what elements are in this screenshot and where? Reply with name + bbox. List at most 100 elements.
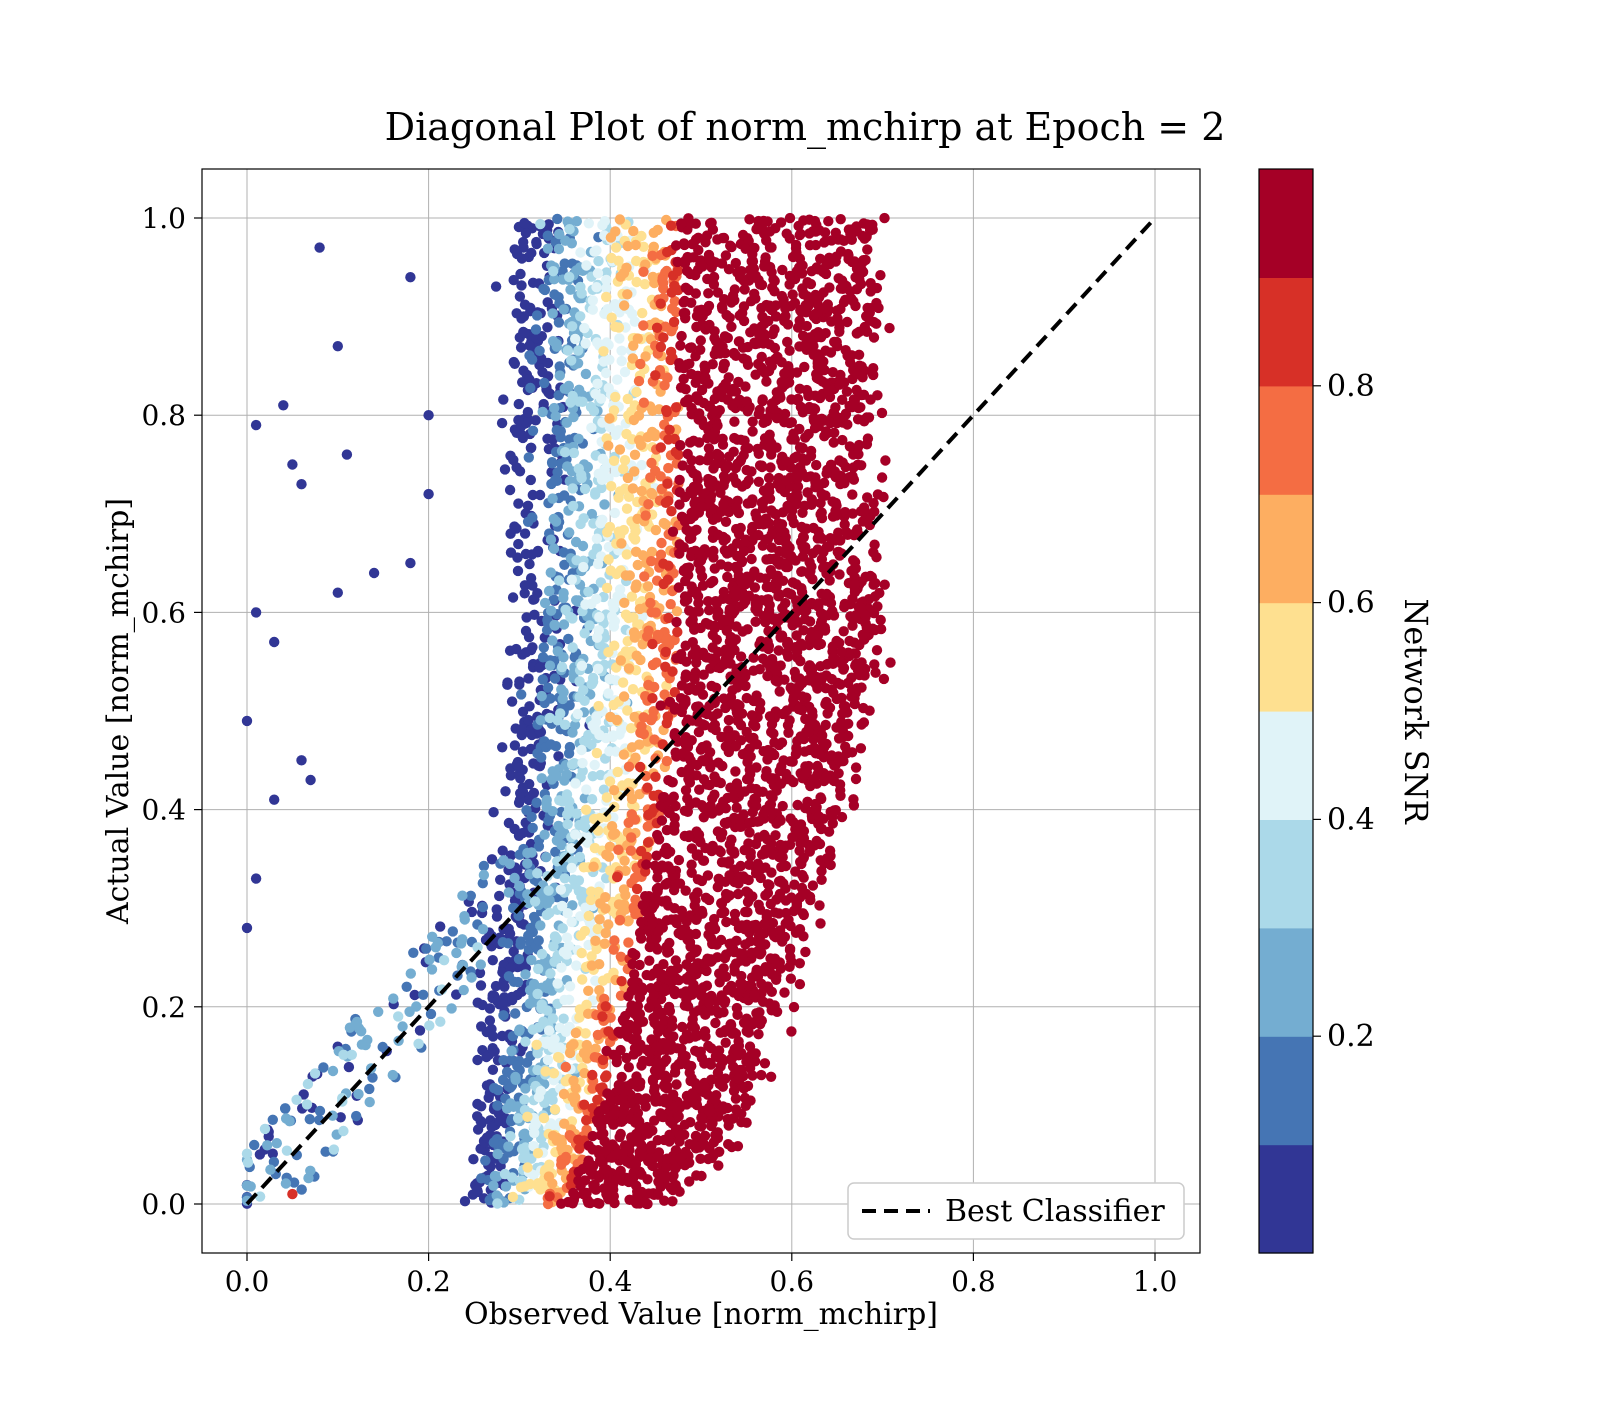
data-point bbox=[641, 510, 651, 520]
data-point bbox=[713, 826, 723, 836]
data-point bbox=[615, 444, 625, 454]
data-point bbox=[545, 713, 555, 723]
data-point bbox=[526, 573, 536, 583]
data-point bbox=[488, 955, 498, 965]
data-point bbox=[338, 1126, 348, 1136]
data-point bbox=[514, 1026, 524, 1036]
data-point bbox=[603, 554, 613, 564]
data-point bbox=[633, 333, 643, 343]
data-point bbox=[645, 942, 655, 952]
data-point bbox=[847, 621, 857, 631]
data-point bbox=[510, 1072, 520, 1082]
data-point bbox=[544, 1191, 554, 1201]
data-point bbox=[633, 1046, 643, 1056]
data-point bbox=[835, 535, 845, 545]
data-point bbox=[517, 828, 527, 838]
data-point bbox=[635, 359, 645, 369]
data-point bbox=[744, 774, 754, 784]
data-point bbox=[592, 633, 602, 643]
data-point bbox=[373, 1007, 383, 1017]
data-point bbox=[579, 696, 589, 706]
data-point bbox=[760, 890, 770, 900]
data-point bbox=[847, 489, 857, 499]
data-point bbox=[798, 887, 808, 897]
data-point bbox=[568, 642, 578, 652]
data-point bbox=[492, 904, 502, 914]
data-point bbox=[708, 224, 718, 234]
data-point bbox=[513, 498, 523, 508]
data-point bbox=[579, 1048, 589, 1058]
data-point bbox=[602, 583, 612, 593]
data-point bbox=[439, 955, 449, 965]
data-point bbox=[318, 1062, 328, 1072]
data-point bbox=[725, 604, 735, 614]
data-point bbox=[522, 1162, 532, 1172]
data-point bbox=[459, 911, 469, 921]
data-point bbox=[457, 891, 467, 901]
data-point bbox=[656, 299, 666, 309]
data-point bbox=[719, 359, 729, 369]
data-point bbox=[581, 260, 591, 270]
data-point bbox=[716, 847, 726, 857]
data-point bbox=[629, 415, 639, 425]
data-point bbox=[710, 394, 720, 404]
data-point bbox=[829, 428, 839, 438]
data-point bbox=[755, 905, 765, 915]
data-point bbox=[607, 611, 617, 621]
data-point bbox=[688, 436, 698, 446]
data-point bbox=[521, 1152, 531, 1162]
data-point bbox=[532, 1040, 542, 1050]
data-point bbox=[580, 628, 590, 638]
data-point bbox=[722, 1103, 732, 1113]
data-point bbox=[631, 1033, 641, 1043]
data-point bbox=[580, 815, 590, 825]
data-point bbox=[643, 626, 653, 636]
data-point bbox=[491, 281, 501, 291]
data-point bbox=[521, 612, 531, 622]
data-point bbox=[521, 626, 531, 636]
data-point bbox=[518, 746, 528, 756]
data-point bbox=[652, 323, 662, 333]
data-point bbox=[583, 587, 593, 597]
data-point bbox=[563, 345, 573, 355]
data-point bbox=[533, 1181, 543, 1191]
data-point bbox=[574, 464, 584, 474]
data-point bbox=[752, 444, 762, 454]
data-point bbox=[435, 1017, 445, 1027]
data-point bbox=[546, 535, 556, 545]
data-point bbox=[623, 613, 633, 623]
data-point bbox=[567, 863, 577, 873]
data-point bbox=[726, 835, 736, 845]
data-point bbox=[669, 281, 679, 291]
data-point bbox=[709, 272, 719, 282]
data-point bbox=[574, 1144, 584, 1154]
data-point bbox=[761, 554, 771, 564]
data-point bbox=[287, 1189, 297, 1199]
data-point bbox=[427, 932, 437, 942]
data-point bbox=[521, 647, 531, 657]
data-point bbox=[680, 258, 690, 268]
data-point bbox=[710, 623, 720, 633]
data-point bbox=[587, 1144, 597, 1154]
data-point bbox=[508, 1192, 518, 1202]
data-point bbox=[598, 1128, 608, 1138]
data-point bbox=[517, 253, 527, 263]
data-point bbox=[305, 1166, 315, 1176]
data-point bbox=[637, 486, 647, 496]
data-point bbox=[586, 423, 596, 433]
data-point bbox=[514, 954, 524, 964]
data-point bbox=[596, 394, 606, 404]
data-point bbox=[598, 1055, 608, 1065]
data-point bbox=[542, 434, 552, 444]
data-point bbox=[768, 403, 778, 413]
data-point bbox=[580, 599, 590, 609]
data-point bbox=[661, 896, 671, 906]
data-point bbox=[789, 880, 799, 890]
data-point bbox=[612, 1057, 622, 1067]
data-point bbox=[498, 394, 508, 404]
data-point bbox=[624, 663, 634, 673]
data-point bbox=[674, 855, 684, 865]
data-point bbox=[645, 598, 655, 608]
data-point bbox=[514, 399, 524, 409]
